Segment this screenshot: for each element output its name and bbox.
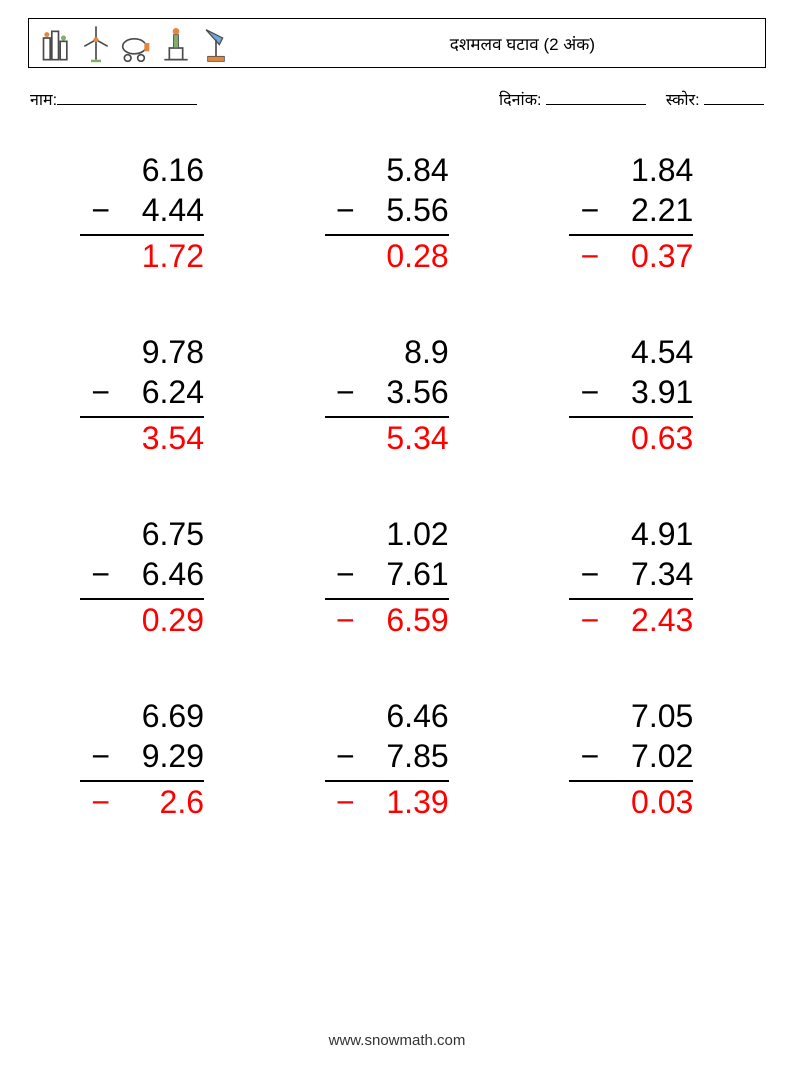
radar-icon (199, 23, 233, 63)
minuend: 1.84 (603, 150, 693, 190)
operator: − (295, 554, 359, 594)
operator: − (539, 190, 603, 230)
answer-sign (295, 236, 359, 276)
minuend: 7.05 (603, 696, 693, 736)
answer: 3.54 (114, 418, 204, 458)
score-label: स्कोर: (666, 92, 700, 109)
answer: 0.37 (603, 236, 693, 276)
problems-grid: 6.16−4.441.725.84−5.560.281.84−2.21−0.37… (50, 150, 744, 822)
problem-6: 4.54−3.91 0.63 (539, 332, 744, 458)
header-icons (39, 23, 233, 63)
operator: − (50, 736, 114, 776)
subtrahend: 7.85 (359, 736, 449, 776)
page-title: दशमलव घटाव (2 अंक) (450, 32, 595, 55)
subtrahend: 3.91 (603, 372, 693, 412)
answer-sign (539, 418, 603, 458)
answer: 0.63 (603, 418, 693, 458)
problem-10: 6.69−9.29−2.6 (50, 696, 255, 822)
subtrahend: 6.46 (114, 554, 204, 594)
minuend: 6.75 (114, 514, 204, 554)
answer: 0.28 (359, 236, 449, 276)
minuend: 8.9 (359, 332, 449, 372)
subtrahend: 5.56 (359, 190, 449, 230)
subtrahend: 6.24 (114, 372, 204, 412)
minuend: 4.91 (603, 514, 693, 554)
problem-7: 6.75−6.46 0.29 (50, 514, 255, 640)
subtrahend: 4.44 (114, 190, 204, 230)
date-blank (546, 104, 646, 105)
problem-1: 6.16−4.44 1.72 (50, 150, 255, 276)
operator: − (295, 372, 359, 412)
answer: 5.34 (359, 418, 449, 458)
problem-11: 6.46−7.85−1.39 (295, 696, 500, 822)
minuend: 9.78 (114, 332, 204, 372)
problem-5: 8.9−3.56 5.34 (295, 332, 500, 458)
problem-4: 9.78−6.24 3.54 (50, 332, 255, 458)
answer: 1.72 (114, 236, 204, 276)
operator: − (539, 554, 603, 594)
windmill-icon (79, 23, 113, 63)
operator: − (50, 554, 114, 594)
answer-sign (539, 782, 603, 822)
footer-text: www.snowmath.com (0, 1032, 794, 1049)
answer-sign: − (295, 782, 359, 822)
answer-sign (50, 418, 114, 458)
answer: 0.29 (114, 600, 204, 640)
date-label: दिनांक: (499, 92, 541, 109)
subtrahend: 7.02 (603, 736, 693, 776)
answer-sign (50, 600, 114, 640)
tanker-icon (119, 23, 153, 63)
minuend: 5.84 (359, 150, 449, 190)
subtrahend: 2.21 (603, 190, 693, 230)
subtrahend: 7.61 (359, 554, 449, 594)
score-blank (704, 104, 764, 105)
answer: 6.59 (359, 600, 449, 640)
industry-icon (39, 23, 73, 63)
minuend: 6.69 (114, 696, 204, 736)
minuend: 6.46 (359, 696, 449, 736)
name-blank (57, 104, 197, 105)
minuend: 4.54 (603, 332, 693, 372)
problem-3: 1.84−2.21−0.37 (539, 150, 744, 276)
answer-sign: − (295, 600, 359, 640)
subtrahend: 7.34 (603, 554, 693, 594)
operator: − (50, 190, 114, 230)
problem-8: 1.02−7.61−6.59 (295, 514, 500, 640)
answer: 2.6 (114, 782, 204, 822)
problem-2: 5.84−5.56 0.28 (295, 150, 500, 276)
oil-pump-icon (159, 23, 193, 63)
operator: − (295, 736, 359, 776)
minuend: 1.02 (359, 514, 449, 554)
subtrahend: 9.29 (114, 736, 204, 776)
operator: − (539, 736, 603, 776)
header: दशमलव घटाव (2 अंक) (28, 18, 766, 68)
answer-sign: − (539, 600, 603, 640)
answer: 0.03 (603, 782, 693, 822)
answer-sign (50, 236, 114, 276)
info-row: नाम: दिनांक: स्कोर: (30, 88, 764, 110)
answer: 2.43 (603, 600, 693, 640)
answer-sign: − (50, 782, 114, 822)
minuend: 6.16 (114, 150, 204, 190)
answer-sign (295, 418, 359, 458)
answer: 1.39 (359, 782, 449, 822)
problem-9: 4.91−7.34−2.43 (539, 514, 744, 640)
name-label: नाम: (30, 88, 57, 110)
operator: − (539, 372, 603, 412)
problem-12: 7.05−7.02 0.03 (539, 696, 744, 822)
answer-sign: − (539, 236, 603, 276)
operator: − (50, 372, 114, 412)
subtrahend: 3.56 (359, 372, 449, 412)
operator: − (295, 190, 359, 230)
